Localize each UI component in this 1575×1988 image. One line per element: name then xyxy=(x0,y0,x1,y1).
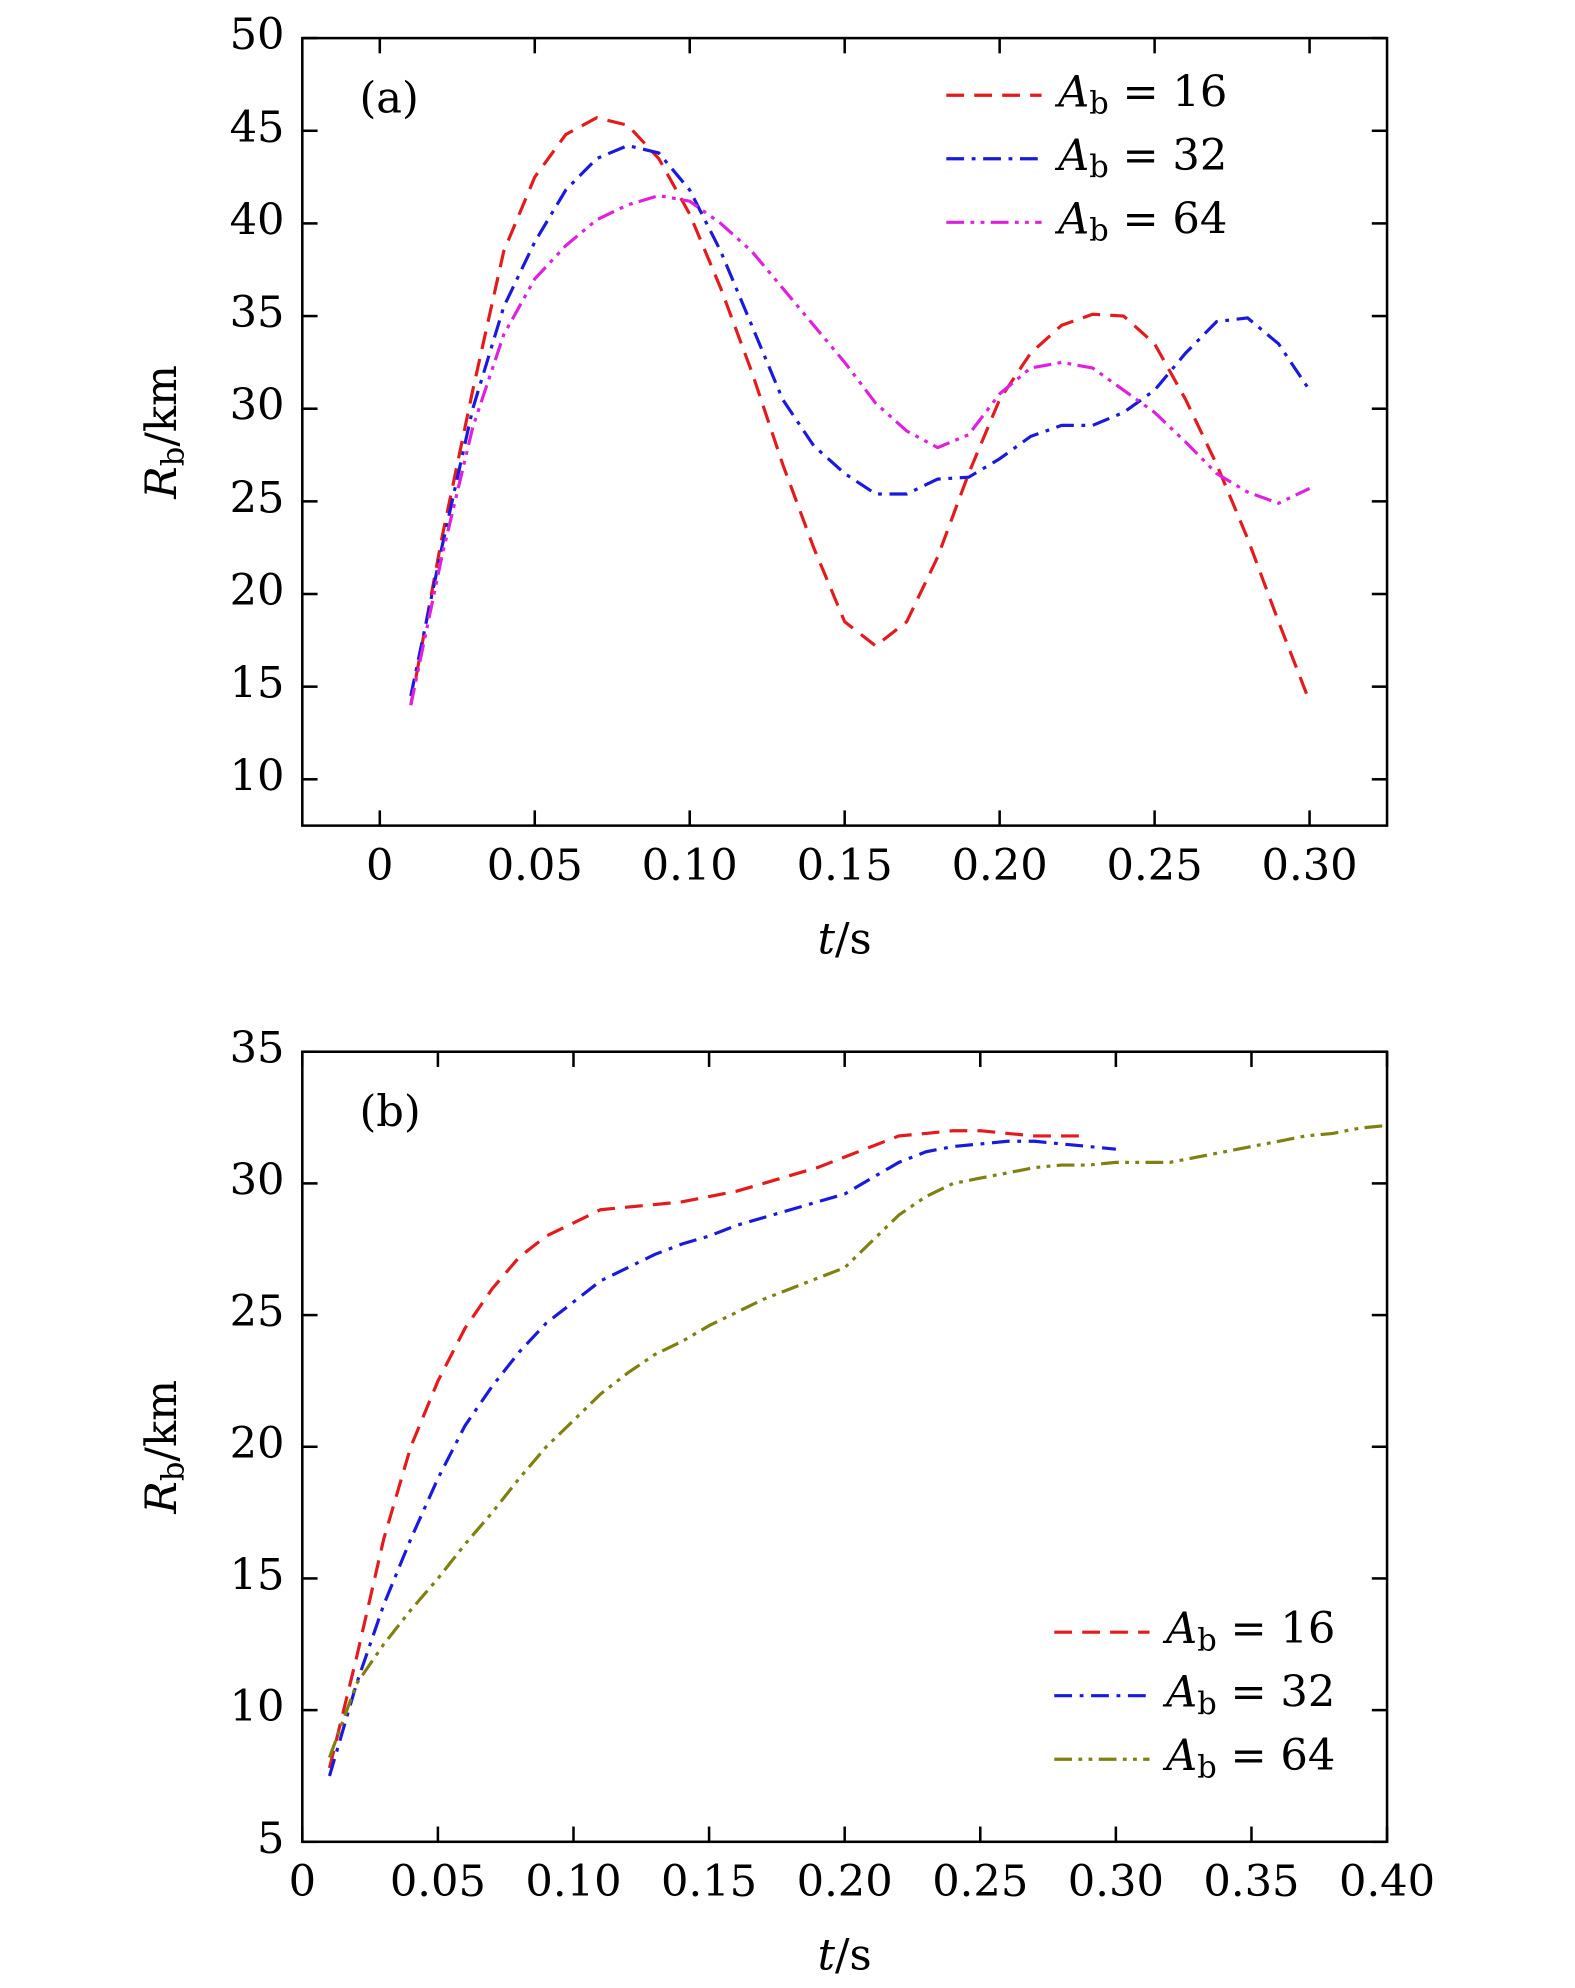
x-tick-label: 0.25 xyxy=(1107,841,1203,891)
y-axis-label: Rb/km xyxy=(137,365,191,500)
x-tick-label: 0.10 xyxy=(525,1857,621,1907)
data-line xyxy=(409,143,1311,697)
x-tick-label: 0.15 xyxy=(797,841,893,891)
legend-label: Ab = 32 xyxy=(1054,131,1227,185)
y-tick-label: 40 xyxy=(230,195,285,245)
y-tick-label: 35 xyxy=(230,288,285,338)
data-line xyxy=(327,1129,1089,1769)
y-tick-label: 10 xyxy=(230,751,285,801)
y-tick-label: 5 xyxy=(257,1814,284,1864)
y-tick-label: 10 xyxy=(230,1682,285,1732)
x-tick-label: 0.05 xyxy=(487,841,583,891)
x-tick-label: 0 xyxy=(289,1857,316,1907)
plot-frame xyxy=(301,1050,1389,1844)
x-axis-label: t/s xyxy=(818,914,872,964)
x-tick-label: 0.35 xyxy=(1203,1857,1299,1907)
panel-label: (b) xyxy=(359,1087,420,1137)
y-tick-label: 50 xyxy=(230,10,285,60)
y-tick-label: 30 xyxy=(230,381,285,431)
legend-label: Ab = 32 xyxy=(1162,1668,1335,1722)
data-line xyxy=(409,116,1312,706)
x-tick-label: 0 xyxy=(366,841,393,891)
x-tick-label: 0.40 xyxy=(1339,1857,1435,1907)
y-tick-label: 20 xyxy=(230,1419,285,1469)
y-axis-label: Rb/km xyxy=(137,1380,191,1515)
x-tick-label: 0.30 xyxy=(1262,841,1358,891)
legend-label: Ab = 16 xyxy=(1054,67,1227,121)
x-tick-label: 0.25 xyxy=(932,1857,1028,1907)
data-line xyxy=(327,1139,1117,1777)
legend-label: Ab = 16 xyxy=(1162,1604,1335,1658)
x-tick-label: 0.15 xyxy=(661,1857,757,1907)
x-tick-label: 0.10 xyxy=(642,841,738,891)
y-tick-label: 30 xyxy=(230,1155,285,1205)
panel-label: (a) xyxy=(359,74,418,124)
data-line xyxy=(409,193,1311,706)
x-tick-label: 0.30 xyxy=(1068,1857,1164,1907)
legend-label: Ab = 64 xyxy=(1054,194,1227,248)
x-tick-label: 0.05 xyxy=(390,1857,486,1907)
x-tick-label: 0.20 xyxy=(797,1857,893,1907)
y-tick-label: 45 xyxy=(230,103,285,153)
x-axis-label: t/s xyxy=(818,1931,872,1981)
legend-label: Ab = 64 xyxy=(1162,1731,1335,1785)
y-tick-label: 25 xyxy=(230,1287,285,1337)
x-tick-label: 0.20 xyxy=(952,841,1048,891)
y-tick-label: 15 xyxy=(230,659,285,709)
y-tick-label: 25 xyxy=(230,473,285,523)
y-tick-label: 35 xyxy=(230,1024,285,1074)
data-line xyxy=(327,1123,1388,1759)
y-tick-label: 15 xyxy=(230,1550,285,1600)
y-tick-label: 20 xyxy=(230,566,285,616)
